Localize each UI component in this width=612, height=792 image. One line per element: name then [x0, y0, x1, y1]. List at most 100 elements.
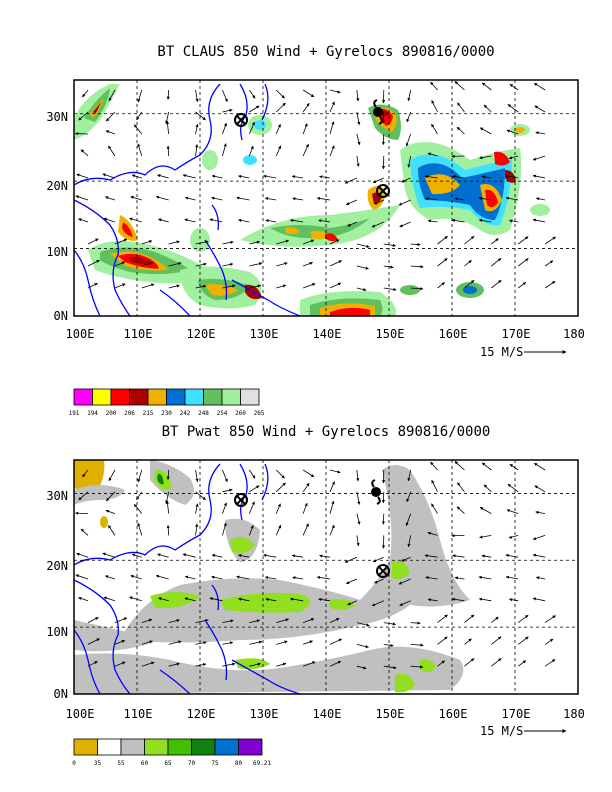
wind-vector — [195, 523, 199, 536]
wind-vector — [431, 100, 438, 113]
wind-vector — [195, 469, 199, 483]
wind-vector — [532, 174, 546, 179]
wind-vector — [263, 174, 277, 179]
wind-vector — [372, 177, 384, 183]
wind-vector — [168, 619, 180, 623]
colorbar-swatch — [92, 388, 112, 406]
wind-vector — [454, 576, 465, 580]
wind-vector — [275, 89, 285, 99]
xtick-bottom-3: 130E — [250, 707, 279, 721]
wind-vector — [517, 258, 529, 267]
claus-cloud-shading — [74, 84, 550, 316]
wind-vector — [508, 535, 519, 539]
wind-vector — [533, 82, 546, 91]
xtick-top-5: 150E — [376, 327, 405, 341]
colorbar-label: 260 — [235, 410, 246, 417]
wind-vector — [105, 111, 116, 122]
wind-vector — [78, 111, 89, 121]
wind-vector — [535, 576, 546, 580]
wind-vector — [410, 665, 424, 669]
wind-vector — [383, 622, 396, 626]
wind-vector — [491, 658, 502, 667]
wind-vector — [275, 145, 282, 157]
wind-vector — [356, 243, 370, 248]
wind-vector — [184, 575, 196, 580]
wind-vector — [108, 145, 116, 157]
wind-vector — [532, 535, 546, 540]
wind-vector — [479, 506, 492, 514]
wind-vector — [478, 597, 492, 602]
colorbar-swatch — [110, 388, 130, 406]
wind-vector — [451, 218, 465, 223]
wind-vector — [222, 502, 227, 514]
wind-vector — [318, 219, 331, 223]
wind-vector — [195, 618, 209, 623]
wind-vector — [329, 638, 342, 645]
colorbar-label: 265 — [254, 410, 265, 417]
wind-vector — [329, 469, 341, 474]
reference-vector-label-top: 15 M/S — [480, 345, 523, 359]
colorbar-label: 242 — [180, 410, 191, 417]
wind-vector — [533, 462, 546, 471]
colorbar-label: 75 — [211, 760, 219, 767]
xtick-top-4: 140E — [313, 327, 342, 341]
wind-vector — [87, 661, 98, 667]
wind-vector — [249, 105, 260, 113]
wind-vector — [276, 262, 288, 267]
wind-vector — [157, 174, 169, 179]
wind-vector — [222, 284, 236, 289]
wind-vector — [356, 491, 361, 505]
wind-vector — [211, 575, 223, 580]
wind-vector — [236, 196, 250, 201]
wind-vector — [410, 242, 421, 247]
wind-vector — [534, 485, 546, 493]
wind-vector — [114, 283, 126, 289]
wind-vector — [507, 104, 519, 113]
wind-vector — [302, 123, 308, 135]
wind-vector — [211, 196, 223, 201]
wind-vector — [184, 218, 196, 223]
wind-vector — [437, 235, 448, 245]
wind-vector — [78, 218, 89, 223]
wind-vector — [383, 243, 396, 247]
wind-vector — [222, 488, 233, 493]
wind-vector — [131, 553, 142, 558]
wind-vector — [302, 239, 315, 245]
wind-vector — [222, 143, 227, 157]
wind-vector — [356, 469, 360, 482]
wind-vector — [407, 469, 412, 482]
wind-vector — [195, 641, 207, 645]
tropical-cyclone-symbol-top — [373, 99, 383, 125]
colorbar-label: 200 — [106, 410, 117, 417]
wind-vector — [130, 574, 142, 580]
wind-vector — [506, 129, 519, 135]
wind-vector — [544, 280, 556, 289]
xtick-bottom-5: 150E — [376, 707, 405, 721]
wind-vector — [248, 501, 255, 514]
wind-vector — [454, 461, 465, 471]
wind-vector — [517, 660, 527, 667]
wind-vector — [75, 574, 89, 580]
wind-vector — [456, 506, 465, 514]
colorbar-top: 191 194 200 206 215 230 242 248 254 260 265 — [69, 388, 265, 417]
reference-vector-bottom: 15 M/S — [480, 724, 567, 738]
wind-vector — [104, 575, 116, 580]
wind-vector — [265, 219, 277, 223]
wind-vector — [168, 640, 182, 645]
wind-vector — [141, 261, 153, 267]
wind-vector — [302, 283, 316, 289]
wind-vector — [195, 663, 207, 667]
xtick-top-8: 180 — [563, 327, 585, 341]
wind-vector — [345, 199, 358, 206]
colorbar-swatch — [167, 738, 192, 756]
wind-vector — [249, 619, 261, 623]
wind-vector — [405, 513, 412, 527]
wind-vector — [166, 89, 170, 100]
wind-vector — [372, 556, 384, 563]
colorbar-label: 65 — [164, 760, 172, 767]
wind-vector — [87, 617, 99, 623]
wind-vector — [505, 174, 519, 179]
wind-vector — [302, 469, 315, 478]
gyre-marker-3 — [234, 493, 248, 507]
wind-vector — [184, 196, 196, 201]
